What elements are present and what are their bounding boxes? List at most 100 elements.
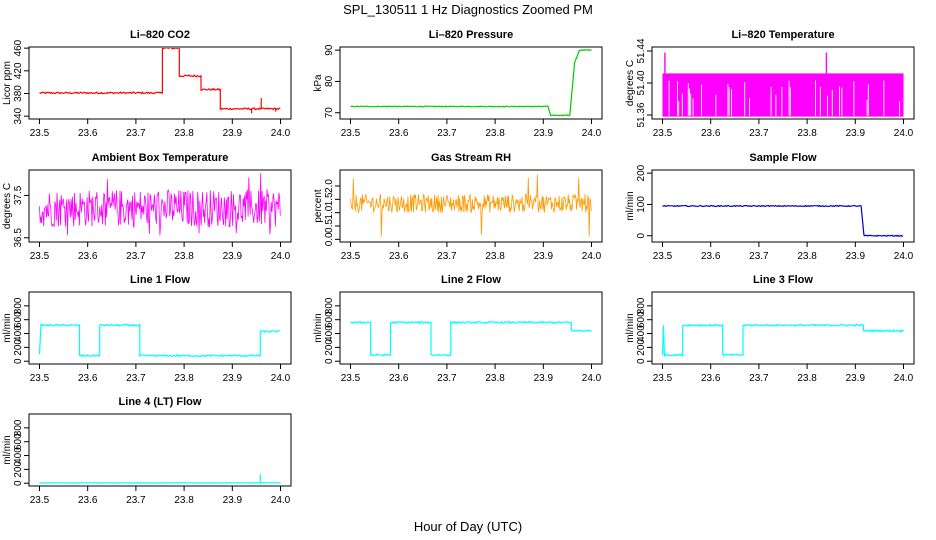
x-tick-label: 23.5 bbox=[30, 495, 50, 506]
data-area bbox=[38, 323, 281, 358]
series-line bbox=[350, 320, 592, 357]
x-tick-label: 23.7 bbox=[749, 373, 769, 384]
plot-frame bbox=[339, 169, 603, 243]
x-tick-label: 23.7 bbox=[437, 373, 457, 384]
x-tick-label: 23.6 bbox=[389, 373, 409, 384]
x-tick-label: 23.7 bbox=[126, 128, 146, 139]
data-area bbox=[662, 52, 904, 117]
x-tick-label: 23.7 bbox=[437, 128, 457, 139]
panel-1: Li–820 Pressure kPa 23.5 23.6 23.7 23.8 23.9 24… bbox=[313, 29, 603, 139]
y-tick-label: 400 bbox=[324, 325, 335, 342]
x-tick-label: 23.8 bbox=[174, 373, 194, 384]
x-tick-label: 23.5 bbox=[653, 251, 673, 262]
x-tick-label: 23.6 bbox=[78, 495, 98, 506]
y-tick-label: 380 bbox=[13, 85, 24, 102]
plot-frame bbox=[339, 46, 603, 120]
data-area bbox=[662, 204, 903, 237]
y-tick-label: 800 bbox=[324, 297, 335, 314]
x-tick-label: 23.9 bbox=[223, 373, 243, 384]
x-tick-label: 23.9 bbox=[534, 373, 554, 384]
panel-title: Li–820 Temperature bbox=[731, 29, 834, 41]
y-tick-label: 200 bbox=[13, 339, 24, 356]
x-tick-label: 23.6 bbox=[389, 251, 409, 262]
y-tick-label: 0 bbox=[13, 358, 24, 364]
data-area bbox=[39, 172, 281, 236]
y-tick-label: 400 bbox=[13, 447, 24, 464]
data-area bbox=[350, 174, 592, 237]
x-tick-label: 23.5 bbox=[30, 373, 50, 384]
x-tick-label: 24.0 bbox=[582, 128, 602, 139]
y-axis-label: ml/min bbox=[625, 313, 636, 342]
y-tick-label: 420 bbox=[13, 62, 24, 79]
y-tick-label: 200 bbox=[13, 461, 24, 478]
series-line bbox=[661, 323, 904, 358]
x-tick-label: 23.7 bbox=[749, 251, 769, 262]
y-tick-label: 51.36 bbox=[636, 102, 647, 127]
x-tick-label: 23.9 bbox=[846, 373, 866, 384]
y-tick-label: 600 bbox=[636, 311, 647, 328]
y-tick-label: 1.5 bbox=[324, 192, 335, 206]
y-axis-label: degrees C bbox=[625, 60, 636, 106]
x-tick-label: 23.5 bbox=[341, 373, 361, 384]
panel-title: Sample Flow bbox=[749, 152, 817, 164]
x-tick-label: 24.0 bbox=[894, 251, 914, 262]
plot-frame bbox=[651, 291, 915, 365]
x-tick-label: 23.7 bbox=[749, 128, 769, 139]
x-tick-label: 23.5 bbox=[653, 373, 673, 384]
y-tick-label: 200 bbox=[636, 164, 647, 181]
x-tick-label: 24.0 bbox=[582, 373, 602, 384]
data-area bbox=[39, 474, 281, 484]
y-tick-label: 0.5 bbox=[324, 219, 335, 233]
figure-xlabel: Hour of Day (UTC) bbox=[414, 519, 522, 534]
y-axis-label: kPa bbox=[313, 74, 324, 92]
y-tick-label: 80 bbox=[324, 75, 335, 87]
y-tick-label: 37.5 bbox=[13, 185, 24, 205]
series-band bbox=[662, 73, 904, 117]
y-tick-label: 2.0 bbox=[324, 179, 335, 193]
x-tick-label: 23.9 bbox=[846, 251, 866, 262]
x-tick-label: 23.6 bbox=[701, 128, 721, 139]
data-area bbox=[350, 320, 592, 357]
panel-title: Li–820 CO2 bbox=[130, 29, 190, 41]
panel-8: Line 3 Flow ml/min 23.5 23.6 23.7 23.8 23.9 24.… bbox=[625, 274, 915, 384]
y-tick-label: 200 bbox=[636, 339, 647, 356]
x-tick-label: 23.8 bbox=[485, 373, 505, 384]
x-tick-label: 23.8 bbox=[485, 251, 505, 262]
y-axis-label: Licor ppm bbox=[2, 61, 13, 105]
panel-title: Li–820 Pressure bbox=[429, 29, 513, 41]
plot-frame bbox=[28, 46, 292, 120]
data-area bbox=[39, 48, 281, 114]
y-axis-label: ml/min bbox=[2, 435, 13, 464]
series-line bbox=[350, 174, 592, 237]
plot-frame bbox=[28, 291, 292, 365]
y-tick-label: 200 bbox=[324, 339, 335, 356]
x-tick-label: 23.5 bbox=[341, 251, 361, 262]
x-tick-label: 23.6 bbox=[78, 373, 98, 384]
x-tick-label: 23.8 bbox=[797, 251, 817, 262]
x-tick-label: 23.8 bbox=[797, 128, 817, 139]
x-tick-label: 23.9 bbox=[223, 128, 243, 139]
panel-6: Line 1 Flow ml/min 23.5 23.6 23.7 23.8 23.9 24.… bbox=[2, 274, 292, 384]
x-tick-label: 24.0 bbox=[271, 495, 291, 506]
x-tick-label: 23.9 bbox=[534, 128, 554, 139]
x-tick-label: 23.9 bbox=[223, 251, 243, 262]
x-tick-label: 23.8 bbox=[485, 128, 505, 139]
y-tick-label: 51.44 bbox=[636, 38, 647, 63]
x-tick-label: 24.0 bbox=[271, 251, 291, 262]
plot-frame bbox=[339, 291, 603, 365]
plot-frame bbox=[28, 413, 292, 487]
x-tick-label: 23.9 bbox=[846, 128, 866, 139]
y-tick-label: 600 bbox=[324, 311, 335, 328]
data-area bbox=[661, 323, 904, 358]
x-tick-label: 24.0 bbox=[894, 128, 914, 139]
x-tick-label: 23.8 bbox=[797, 373, 817, 384]
panel-2: Li–820 Temperature degrees C 23.5 23.6 23.7 2… bbox=[625, 29, 915, 139]
panel-title: Line 2 Flow bbox=[441, 274, 501, 286]
x-tick-label: 23.5 bbox=[30, 128, 50, 139]
y-axis-label: ml/min bbox=[2, 313, 13, 342]
x-tick-label: 24.0 bbox=[271, 373, 291, 384]
x-tick-label: 23.8 bbox=[174, 495, 194, 506]
x-tick-label: 23.7 bbox=[126, 373, 146, 384]
y-tick-label: 0 bbox=[13, 480, 24, 486]
y-tick-label: 800 bbox=[13, 419, 24, 436]
